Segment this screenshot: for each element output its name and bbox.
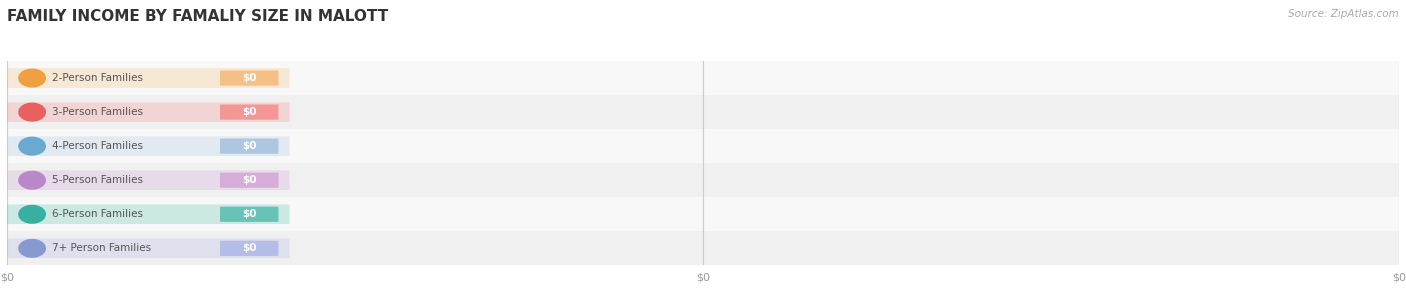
Text: 5-Person Families: 5-Person Families bbox=[52, 175, 142, 185]
FancyBboxPatch shape bbox=[3, 204, 290, 224]
Text: $0: $0 bbox=[242, 175, 256, 185]
FancyBboxPatch shape bbox=[219, 138, 278, 154]
FancyBboxPatch shape bbox=[219, 241, 278, 256]
FancyBboxPatch shape bbox=[3, 239, 290, 258]
FancyBboxPatch shape bbox=[219, 206, 278, 222]
Text: $0: $0 bbox=[242, 141, 256, 151]
Text: 2-Person Families: 2-Person Families bbox=[52, 73, 142, 83]
FancyBboxPatch shape bbox=[3, 136, 290, 156]
FancyBboxPatch shape bbox=[3, 68, 290, 88]
Ellipse shape bbox=[18, 171, 46, 190]
Text: $0: $0 bbox=[242, 243, 256, 253]
Text: FAMILY INCOME BY FAMALIY SIZE IN MALOTT: FAMILY INCOME BY FAMALIY SIZE IN MALOTT bbox=[7, 9, 388, 24]
FancyBboxPatch shape bbox=[7, 231, 1399, 265]
FancyBboxPatch shape bbox=[3, 170, 290, 190]
Text: $0: $0 bbox=[242, 73, 256, 83]
FancyBboxPatch shape bbox=[219, 173, 278, 188]
FancyBboxPatch shape bbox=[219, 104, 278, 120]
Ellipse shape bbox=[18, 69, 46, 88]
FancyBboxPatch shape bbox=[7, 95, 1399, 129]
Text: 3-Person Families: 3-Person Families bbox=[52, 107, 142, 117]
Ellipse shape bbox=[18, 102, 46, 122]
FancyBboxPatch shape bbox=[7, 163, 1399, 197]
FancyBboxPatch shape bbox=[219, 70, 278, 86]
FancyBboxPatch shape bbox=[7, 197, 1399, 231]
Text: 7+ Person Families: 7+ Person Families bbox=[52, 243, 150, 253]
FancyBboxPatch shape bbox=[3, 102, 290, 122]
Text: 4-Person Families: 4-Person Families bbox=[52, 141, 142, 151]
Text: 6-Person Families: 6-Person Families bbox=[52, 209, 142, 219]
FancyBboxPatch shape bbox=[7, 61, 1399, 95]
FancyBboxPatch shape bbox=[7, 129, 1399, 163]
Text: $0: $0 bbox=[242, 209, 256, 219]
Text: Source: ZipAtlas.com: Source: ZipAtlas.com bbox=[1288, 9, 1399, 19]
Text: $0: $0 bbox=[242, 107, 256, 117]
Ellipse shape bbox=[18, 137, 46, 156]
Ellipse shape bbox=[18, 239, 46, 258]
Ellipse shape bbox=[18, 205, 46, 224]
